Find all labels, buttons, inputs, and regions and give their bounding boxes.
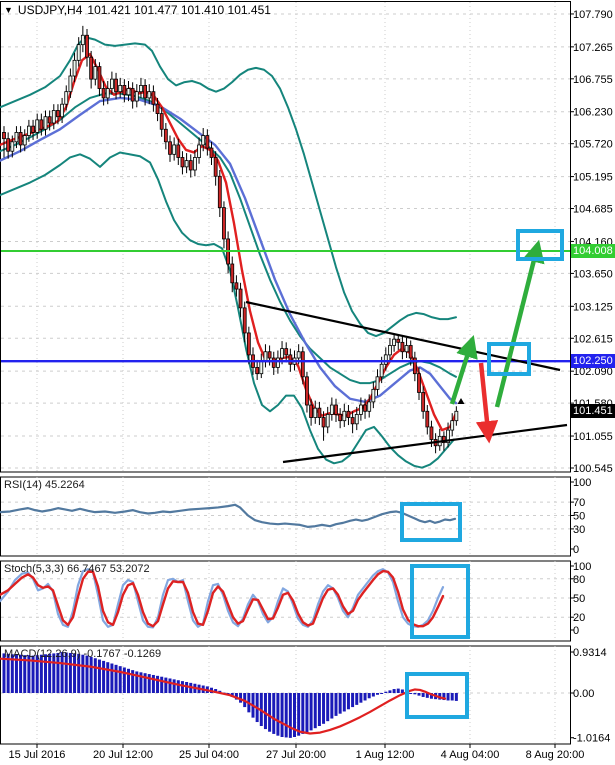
- svg-text:0: 0: [573, 625, 579, 637]
- stoch-d-line: [0, 569, 445, 628]
- stoch-k-line: [0, 568, 445, 629]
- stoch-indicator-label: Stoch(5,3,3) 66.7467 53.2072: [4, 563, 150, 575]
- svg-text:70: 70: [573, 497, 585, 509]
- svg-text:-1.0164: -1.0164: [573, 733, 610, 745]
- annotation-rect-breakout-zone-102[interactable]: [487, 342, 531, 376]
- svg-text:4 Aug 04:00: 4 Aug 04:00: [441, 749, 500, 761]
- svg-text:105.195: 105.195: [573, 172, 613, 184]
- time-gridlines: [36, 2, 556, 744]
- bullish-target-arrow[interactable]: [494, 239, 545, 408]
- svg-text:0.00: 0.00: [573, 688, 594, 700]
- last-price-arrow-icon: [457, 398, 465, 404]
- svg-text:100: 100: [573, 561, 591, 573]
- bollinger-middle-band: [0, 92, 457, 385]
- bollinger-lower-band: [0, 151, 455, 469]
- svg-text:25 Jul 04:00: 25 Jul 04:00: [179, 749, 239, 761]
- svg-text:102.615: 102.615: [573, 333, 613, 345]
- annotation-rect-stoch-focus-zone[interactable]: [410, 564, 470, 639]
- chart-symbol-period: USDJPY,H4: [17, 3, 83, 17]
- macd-histogram: [2, 652, 458, 738]
- svg-text:30: 30: [573, 524, 585, 536]
- svg-text:50: 50: [573, 593, 585, 605]
- svg-text:27 Jul 20:00: 27 Jul 20:00: [266, 749, 326, 761]
- svg-text:80: 80: [573, 574, 585, 586]
- svg-text:104.685: 104.685: [573, 204, 613, 216]
- svg-text:100.545: 100.545: [573, 463, 613, 475]
- macd-signal-line: [0, 657, 447, 735]
- resistance-price-tag: 104.008: [571, 243, 615, 258]
- time-axis-labels: 15 Jul 2016 20 Jul 12:00 25 Jul 04:00 27 Ju…: [9, 744, 585, 761]
- svg-text:20 Jul 12:00: 20 Jul 12:00: [93, 749, 153, 761]
- svg-text:100: 100: [573, 477, 591, 489]
- bullish-breakout-arrow[interactable]: [449, 334, 478, 405]
- svg-text:102.090: 102.090: [573, 366, 613, 378]
- svg-text:103.650: 103.650: [573, 268, 613, 280]
- bearish-pullback-arrow[interactable]: [475, 362, 499, 444]
- svg-text:0: 0: [573, 544, 579, 556]
- svg-text:101.055: 101.055: [573, 431, 613, 443]
- chart-title: ▼ USDJPY,H4 101.421 101.477 101.410 101.…: [4, 3, 271, 17]
- svg-text:107.265: 107.265: [573, 42, 613, 54]
- annotation-rect-target-zone-104[interactable]: [516, 229, 564, 261]
- svg-text:20: 20: [573, 612, 585, 624]
- trendline-ascending-support[interactable]: [282, 423, 568, 464]
- symbol-dropdown-icon[interactable]: ▼: [4, 5, 13, 15]
- annotation-rect-rsi-focus-zone[interactable]: [400, 502, 462, 542]
- pivot-price-tag: 102.250: [571, 354, 615, 369]
- annotation-rect-macd-focus-zone[interactable]: [405, 672, 469, 719]
- rsi-indicator-label: RSI(14) 45.2264: [4, 479, 85, 491]
- svg-text:107.790: 107.790: [573, 9, 613, 21]
- price-axis-labels: 107.790 107.265 106.755 106.230 105.720 105.1…: [570, 9, 613, 745]
- svg-text:106.230: 106.230: [573, 107, 613, 119]
- svg-text:1 Aug 12:00: 1 Aug 12:00: [356, 749, 415, 761]
- chart-ohlc-quotes: 101.421 101.477 101.410 101.451: [87, 3, 271, 17]
- panel-borders: [0, 1, 571, 745]
- svg-text:103.125: 103.125: [573, 301, 613, 313]
- bollinger-upper-band: [0, 36, 457, 338]
- svg-text:0.9314: 0.9314: [573, 647, 607, 659]
- ma-slow-line: [0, 96, 458, 405]
- current-price-tag: 101.451: [571, 404, 615, 419]
- macd-indicator-label: MACD(12,26,9) -0.1767 -0.1269: [4, 648, 162, 660]
- svg-text:15 Jul 2016: 15 Jul 2016: [9, 749, 66, 761]
- svg-text:8 Aug 20:00: 8 Aug 20:00: [526, 749, 585, 761]
- svg-text:105.720: 105.720: [573, 139, 613, 151]
- svg-text:106.755: 106.755: [573, 74, 613, 86]
- svg-text:50: 50: [573, 511, 585, 523]
